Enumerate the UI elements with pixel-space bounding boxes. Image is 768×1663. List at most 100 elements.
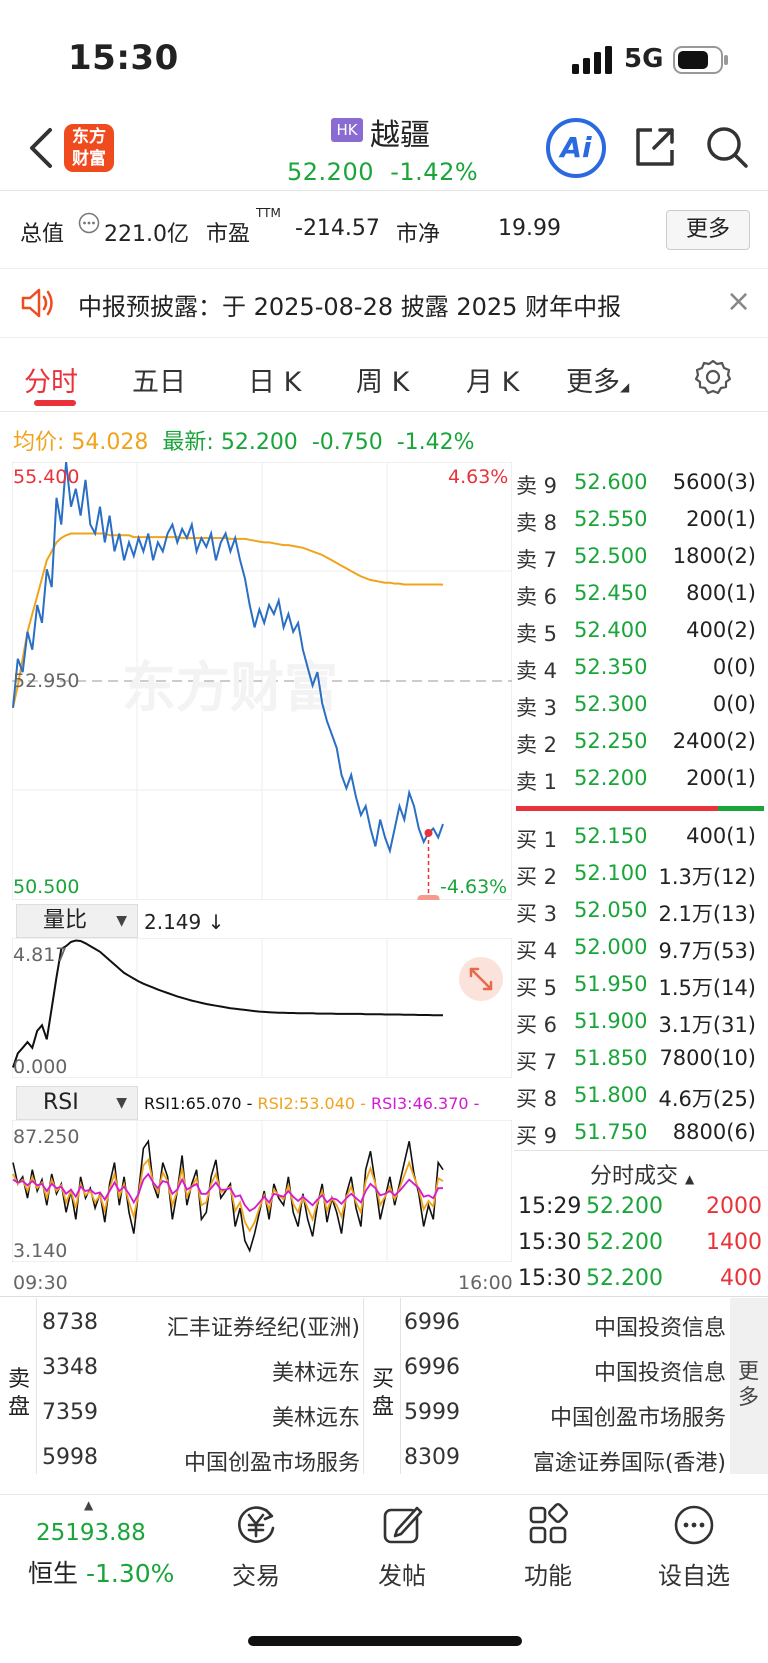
volume-ratio-chart[interactable] <box>12 938 512 1078</box>
share-icon[interactable] <box>632 124 678 170</box>
order-book-bids-row[interactable]: 买 9 51.750 8800(6) <box>516 1120 762 1156</box>
order-book-bids-row[interactable]: 买 6 51.900 3.1万(31) <box>516 1009 762 1045</box>
order-book-asks-row[interactable]: 卖 2 52.250 2400(2) <box>516 729 762 765</box>
broker-more-button[interactable]: 更多 <box>730 1298 768 1474</box>
tab-daily-k[interactable]: 日 K <box>248 367 302 398</box>
level-volume-value: 200 <box>686 766 727 790</box>
broker-sell-label: 卖盘 <box>8 1367 31 1420</box>
order-book-asks-row[interactable]: 卖 5 52.400 400(2) <box>516 618 762 654</box>
rsi-selector[interactable]: RSI ▼ <box>16 1086 138 1120</box>
level-volume: 3.1万(31) <box>658 1009 756 1039</box>
level-count: (0) <box>726 655 756 679</box>
broker-code: 8738 <box>42 1310 98 1335</box>
rsi-sep-3: - <box>468 1094 480 1113</box>
level-volume: 9.7万(53) <box>658 935 756 965</box>
trade-icon <box>238 1506 275 1543</box>
watermark: 东方财富 <box>122 656 338 719</box>
expand-icon[interactable] <box>458 956 504 1002</box>
trades-title[interactable]: 分时成交 ▲ <box>590 1158 694 1190</box>
level-label: 卖 9 <box>516 474 558 498</box>
broker-name: 中国创盈市场服务 <box>549 1406 726 1431</box>
order-book-bids-row[interactable]: 买 7 51.850 7800(10) <box>516 1046 762 1082</box>
level-price: 51.800 <box>574 1083 648 1107</box>
search-icon[interactable] <box>704 124 750 170</box>
volume-ratio-selector[interactable]: 量比 ▼ <box>16 904 138 938</box>
stock-change-pct: -1.42% <box>390 158 479 186</box>
tab-more-label: 更多 <box>566 367 620 398</box>
buy-marker[interactable] <box>417 894 440 900</box>
average-price-line <box>12 532 444 709</box>
announcement-bar[interactable] <box>0 268 768 338</box>
close-icon[interactable]: × <box>726 284 752 319</box>
level-label: 买 5 <box>516 976 558 1000</box>
level-label: 买 6 <box>516 1013 558 1037</box>
order-book-bids-row[interactable]: 买 5 51.950 1.5万(14) <box>516 972 762 1008</box>
level-volume-value: 0 <box>712 655 727 679</box>
broker-code: 8309 <box>404 1445 460 1470</box>
level-volume-value: 1.5万 <box>658 976 713 1000</box>
broker-code: 3348 <box>42 1355 98 1380</box>
level-volume-value: 1.3万 <box>658 865 713 889</box>
more-button[interactable]: 更多 <box>666 210 750 250</box>
level-volume: 0(0) <box>713 692 756 716</box>
divider <box>363 1298 364 1474</box>
trade-volume: 1400 <box>706 1230 762 1255</box>
broker-code: 5998 <box>42 1445 98 1470</box>
order-book-bids-row[interactable]: 买 4 52.000 9.7万(53) <box>516 935 762 971</box>
ai-button[interactable]: Ai <box>546 118 606 178</box>
gear-icon[interactable] <box>694 358 732 396</box>
signal-icon <box>572 46 612 74</box>
more-circle-icon <box>674 1505 714 1545</box>
x-axis-end: 16:00 <box>458 1272 513 1294</box>
level-label: 卖 2 <box>516 733 558 757</box>
order-book-asks-row[interactable]: 卖 6 52.450 800(1) <box>516 581 762 617</box>
order-book-asks-row[interactable]: 卖 4 52.350 0(0) <box>516 655 762 691</box>
nav-features-label: 功能 <box>524 1562 572 1590</box>
level-volume: 200(1) <box>686 507 756 531</box>
order-book-asks-row[interactable]: 卖 9 52.600 5600(3) <box>516 470 762 506</box>
price-chart[interactable]: 东方财富 B <box>12 462 512 900</box>
order-book-asks-row[interactable]: 卖 8 52.550 200(1) <box>516 507 762 543</box>
level-volume-value: 800 <box>686 581 727 605</box>
order-book-bids-row[interactable]: 买 8 51.800 4.6万(25) <box>516 1083 762 1119</box>
nav-post-label: 发帖 <box>378 1562 426 1590</box>
rsi-chart[interactable] <box>12 1120 512 1262</box>
level-volume: 1.3万(12) <box>658 861 756 891</box>
tab-weekly-k[interactable]: 周 K <box>356 367 410 398</box>
nav-add-watchlist[interactable]: 设自选 <box>644 1502 744 1591</box>
nav-features[interactable]: 功能 <box>498 1502 598 1591</box>
divider <box>400 1298 401 1474</box>
level-volume-value: 4.6万 <box>658 1087 713 1111</box>
stock-quote: 52.200 -1.42% <box>287 158 478 186</box>
back-icon[interactable] <box>26 126 56 170</box>
order-book-asks-row[interactable]: 卖 7 52.500 1800(2) <box>516 544 762 580</box>
tab-more[interactable]: 更多◢ <box>566 360 629 399</box>
more-dots-icon[interactable] <box>78 212 100 234</box>
level-volume-value: 2400 <box>672 729 727 753</box>
home-indicator[interactable] <box>248 1636 522 1646</box>
tab-monthly-k[interactable]: 月 K <box>466 367 520 398</box>
nav-post[interactable]: 发帖 <box>352 1502 452 1591</box>
bottom-bar <box>0 1494 768 1663</box>
level-label: 买 4 <box>516 939 558 963</box>
level-volume: 400(1) <box>686 824 756 848</box>
order-book-asks-row[interactable]: 卖 3 52.300 0(0) <box>516 692 762 728</box>
level-label: 买 3 <box>516 902 558 926</box>
order-book-bids-row[interactable]: 买 1 52.150 400(1) <box>516 824 762 860</box>
order-book-bids-row[interactable]: 买 2 52.100 1.3万(12) <box>516 861 762 897</box>
market-cap-label: 总值 <box>20 222 65 247</box>
order-book-asks-row[interactable]: 卖 1 52.200 200(1) <box>516 766 762 802</box>
rsi-values: RSI1:65.070 - RSI2:53.040 - RSI3:46.370 … <box>144 1094 479 1113</box>
order-book-bids-row[interactable]: 买 3 52.050 2.1万(13) <box>516 898 762 934</box>
index-value[interactable]: 25193.88 <box>36 1520 146 1546</box>
tab-intraday[interactable]: 分时 <box>24 367 78 398</box>
pe-sup: TTM <box>256 206 281 220</box>
nav-trade[interactable]: 交易 <box>206 1502 306 1591</box>
level-count: (1) <box>726 507 756 531</box>
broker-name: 中国创盈市场服务 <box>183 1451 360 1476</box>
tab-five-day[interactable]: 五日 <box>132 367 186 398</box>
index-name-row[interactable]: 恒生 -1.30% <box>28 1554 174 1590</box>
rsi-sep-1: - <box>241 1094 258 1113</box>
level-count: (6) <box>726 1120 756 1144</box>
level-count: (1) <box>726 766 756 790</box>
